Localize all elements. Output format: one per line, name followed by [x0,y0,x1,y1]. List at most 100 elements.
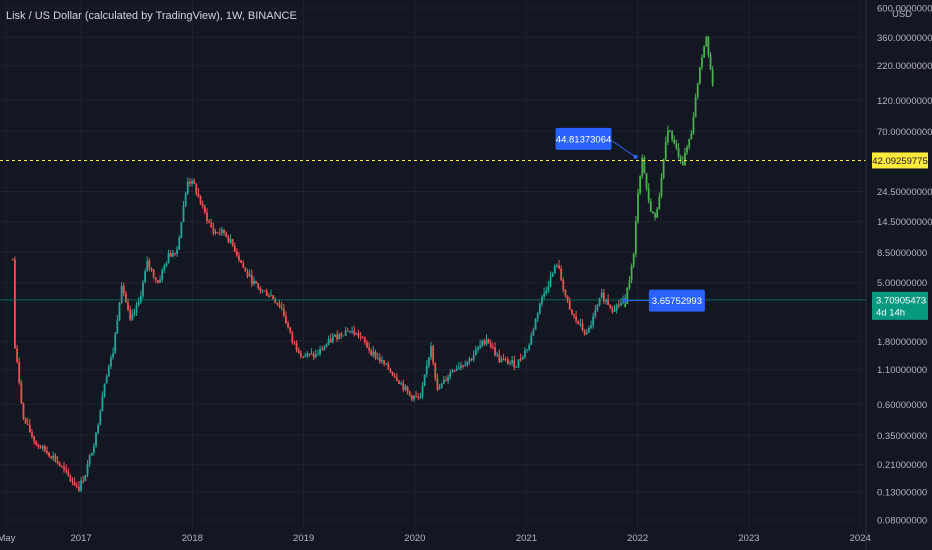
candle [506,359,509,365]
price-axis-panel[interactable] [866,0,932,550]
candle [97,424,100,433]
candle [598,297,601,306]
candle [340,333,343,336]
candle [28,424,31,433]
candle [58,463,61,467]
candle [346,330,349,332]
candle [556,265,558,267]
projection-candle [647,188,650,202]
candle [184,193,187,206]
chart-title: Lisk / US Dollar (calculated by TradingV… [6,10,297,22]
annotation-label: 44.81373064 [556,134,611,145]
candle [46,450,48,453]
candle [214,232,217,234]
projection-candle [628,280,631,288]
candle [186,181,189,194]
candle [361,337,364,339]
candle [221,229,223,234]
annotation-label-box[interactable] [555,127,612,150]
candle [374,351,377,359]
candle [133,312,136,315]
y-tick-label: 70.00000000 [877,127,932,138]
candle [261,290,264,292]
candle [73,482,76,486]
candle [308,353,311,355]
candle [329,339,332,343]
candle [363,338,366,343]
candle [440,383,443,389]
projection-candle [690,133,693,140]
candle [327,339,330,345]
candle [291,332,294,342]
candle [137,302,140,306]
candle [566,295,569,301]
candle [282,308,285,316]
grid-lines [0,0,866,528]
price-annotations[interactable]: 44.81373064 3.65752993 [555,127,705,312]
current-price-tag[interactable] [872,291,928,320]
projection-candle [688,139,691,148]
candle [530,335,533,345]
candle [229,239,232,243]
candle [331,336,334,343]
projection-candle [624,304,627,307]
candle [451,370,454,373]
candle [88,455,91,465]
candle [513,360,516,368]
projection-candle [662,159,665,178]
candle [92,446,95,453]
candle [526,349,528,351]
candle [547,286,550,291]
projection-candle [698,67,701,84]
candle [417,396,420,398]
candle [33,436,36,442]
candle [129,309,132,320]
candle [462,365,464,367]
y-tick-label: 24.50000000 [877,187,932,198]
annotation-label-box[interactable] [648,289,705,312]
candle [174,253,176,255]
candle [103,383,106,397]
time-axis[interactable]: May 2017 2018 2019 2020 2021 2022 2023 2024 [0,533,871,544]
candle [432,346,435,364]
candle [323,347,326,351]
candle [124,293,127,303]
candle [52,455,55,459]
y-tick-label: 1.80000000 [877,337,927,348]
candle [255,280,257,284]
candle [280,307,283,309]
candle [466,361,469,366]
level-price-tag[interactable] [872,152,928,169]
candle [464,365,467,367]
candle [302,356,304,358]
candle [293,341,296,343]
candle [197,193,200,197]
candle [592,316,595,326]
candle [575,316,578,321]
candle [314,354,317,358]
candle [199,196,202,205]
candle [406,386,409,392]
annotation-label: 3.65752993 [652,296,702,307]
candle [472,355,475,360]
candle [509,362,511,365]
candle [206,212,208,222]
projection-candle [709,55,712,70]
projection-candle [658,196,661,209]
candle [31,432,33,437]
candle [152,270,155,278]
candle [344,330,347,336]
candle [353,330,356,335]
candle [398,380,400,384]
price-axis[interactable]: 600.00000000 360.00000000 220.00000000 120.… [872,4,932,527]
projection-candle [660,177,663,197]
candle [419,396,422,398]
candle [402,383,405,390]
projection-candle [643,157,646,174]
candle [272,295,275,300]
candle [436,378,439,390]
candle [161,270,164,280]
candle [285,315,287,324]
candle [400,383,403,385]
